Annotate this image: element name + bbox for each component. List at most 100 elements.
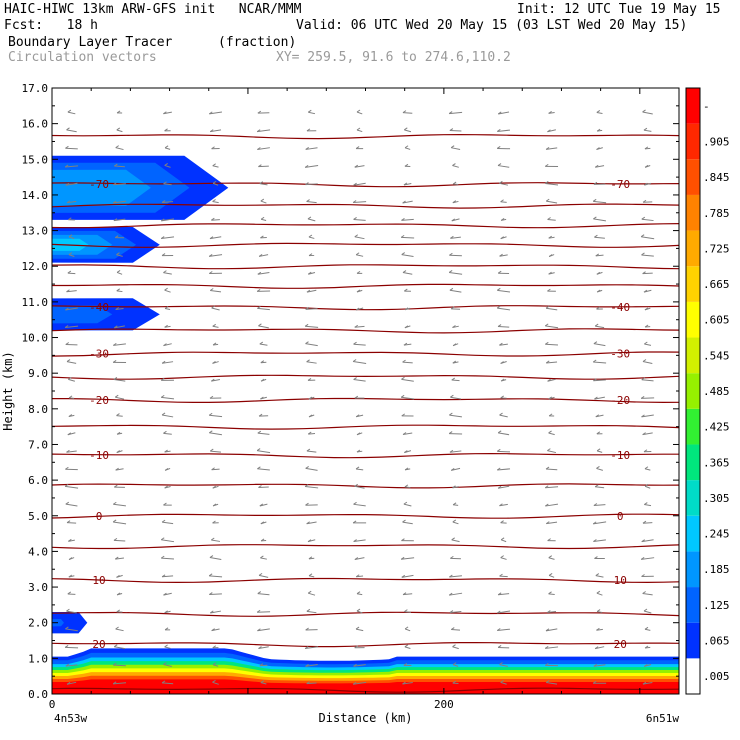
circulation-vector: [353, 218, 366, 221]
circulation-vector-head: [260, 378, 265, 382]
circulation-vector: [116, 290, 123, 293]
circulation-vector: [450, 236, 461, 239]
circulation-vector: [116, 129, 123, 133]
circulation-vector-head: [164, 610, 168, 614]
circulation-vector-head: [66, 359, 71, 363]
circulation-vector: [402, 200, 413, 204]
circulation-vector-head: [306, 681, 310, 685]
circulation-vector: [113, 539, 126, 542]
circulation-vector-head: [355, 307, 360, 311]
circulation-vector: [545, 468, 558, 471]
circulation-vector-head: [160, 394, 165, 398]
circulation-vector-head: [450, 306, 455, 310]
circulation-vector-head: [545, 198, 550, 202]
circulation-vector-head: [355, 414, 360, 418]
circulation-vector: [545, 628, 558, 632]
circulation-vector: [546, 147, 558, 150]
circulation-vector-head: [644, 182, 648, 186]
circulation-vector-head: [451, 537, 455, 541]
circulation-vector-head: [114, 163, 118, 167]
circulation-vector-head: [308, 556, 313, 560]
circulation-vector-head: [451, 218, 456, 222]
circulation-vector: [402, 272, 413, 275]
circulation-vector-head: [113, 182, 117, 186]
circulation-vector: [211, 468, 220, 471]
circulation-vector-head: [113, 218, 118, 222]
contour-label: 20: [614, 638, 627, 651]
circulation-vector: [499, 414, 508, 418]
circulation-vector-head: [593, 378, 597, 382]
circulation-vector-head: [548, 430, 552, 434]
circulation-vector: [596, 450, 603, 453]
circulation-vector-head: [208, 573, 213, 577]
circulation-vector-head: [257, 466, 261, 470]
circulation-vector: [113, 521, 127, 525]
circulation-vector-head: [499, 503, 503, 507]
circulation-vector: [115, 628, 124, 632]
circulation-vector: [451, 539, 460, 543]
circulation-vector-head: [304, 164, 309, 168]
circulation-vector: [401, 254, 414, 257]
circulation-vector-head: [308, 109, 312, 113]
circulation-vector-head: [497, 270, 502, 274]
circulation-vector-head: [641, 574, 645, 577]
circulation-vector-head: [544, 485, 549, 489]
circulation-vector: [258, 574, 269, 578]
circulation-vector-head: [305, 306, 309, 310]
circulation-vector-head: [452, 163, 456, 166]
circulation-vector: [641, 397, 655, 399]
circulation-vector-head: [212, 679, 216, 683]
circulation-vector-head: [642, 432, 646, 436]
circulation-vector-head: [642, 109, 646, 113]
circulation-vector: [499, 503, 508, 507]
circulation-vector-head: [497, 448, 501, 452]
circulation-vector: [306, 201, 317, 204]
circulation-vector: [452, 646, 459, 650]
circulation-vector-head: [547, 217, 551, 220]
circulation-vector-head: [164, 324, 168, 328]
circulation-vector: [449, 610, 462, 614]
circulation-vector-head: [260, 198, 265, 202]
circulation-vector: [161, 218, 175, 222]
circulation-vector-head: [161, 680, 166, 684]
circulation-vector-head: [596, 609, 601, 612]
colorbar-label: .185: [703, 563, 730, 576]
circulation-vector: [211, 307, 220, 311]
circulation-vector-head: [544, 323, 549, 327]
colorbar-segment: [686, 373, 700, 409]
circulation-vector: [401, 396, 415, 400]
circulation-vector-head: [353, 182, 357, 186]
circulation-vector-head: [160, 555, 165, 559]
circulation-vector: [257, 468, 270, 471]
circulation-vector-head: [209, 129, 214, 133]
circulation-vector: [497, 129, 511, 132]
valid-time: Valid: 06 UTC Wed 20 May 15 (03 LST Wed …: [296, 18, 688, 33]
circulation-vector-head: [209, 395, 214, 399]
circulation-vector: [113, 183, 126, 186]
model-title: HAIC-HIWC 13km ARW-GFS init NCAR/MMM: [4, 2, 302, 17]
colorbar-segment: [686, 337, 700, 374]
circulation-vector-head: [256, 289, 261, 292]
circulation-vector-head: [643, 127, 648, 131]
circulation-vector-head: [161, 360, 166, 364]
circulation-vector: [401, 236, 415, 239]
circulation-vector-head: [258, 572, 263, 576]
circulation-vector-head: [403, 342, 408, 346]
circulation-vector: [67, 111, 76, 115]
colorbar-segment: [686, 444, 700, 481]
y-tick-label: 4.0: [28, 545, 48, 558]
circulation-vector: [163, 664, 172, 667]
circulation-vector: [404, 129, 412, 133]
circulation-vector-head: [594, 556, 598, 559]
circulation-vector-head: [545, 628, 550, 632]
circulation-vector: [356, 593, 363, 596]
circulation-vector: [498, 485, 510, 489]
circulation-vector-head: [547, 378, 551, 382]
circulation-vector-head: [68, 252, 73, 256]
circulation-vector: [355, 628, 364, 632]
circulation-vector-head: [448, 592, 453, 596]
circulation-vector: [403, 593, 413, 596]
contour-label: -70: [89, 178, 109, 191]
circulation-vector: [500, 539, 507, 543]
circulation-vector: [548, 432, 555, 436]
